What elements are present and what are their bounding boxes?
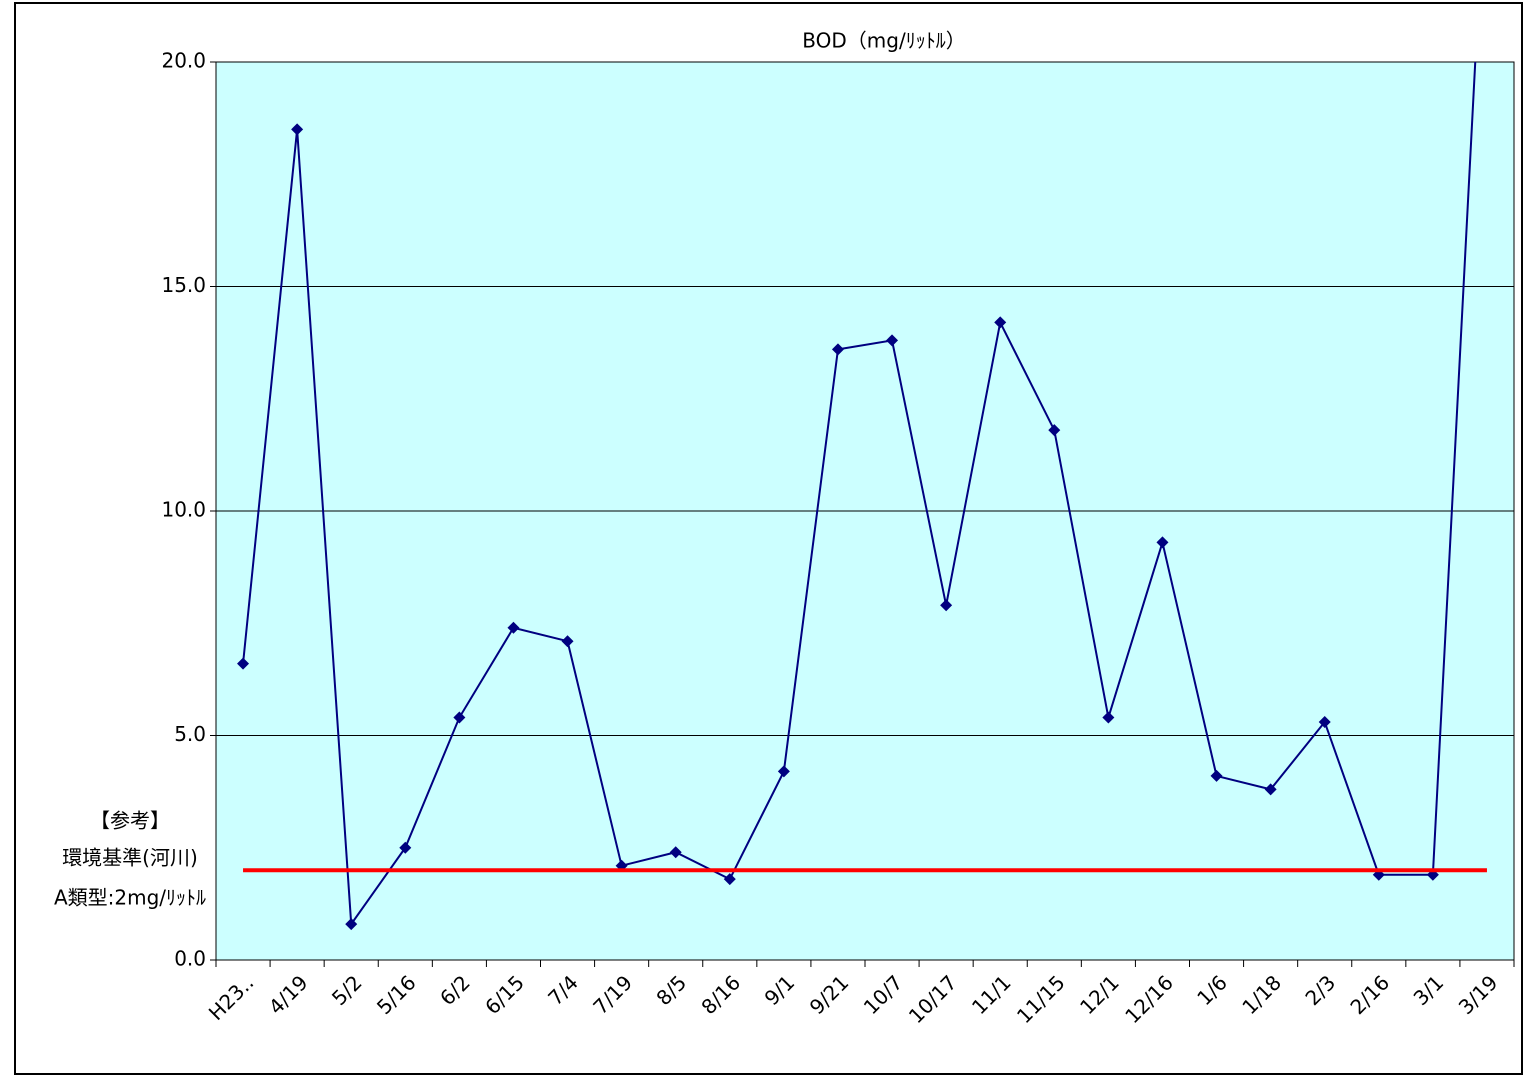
data-point (1264, 783, 1277, 796)
data-point (940, 599, 953, 612)
data-point (1048, 424, 1061, 437)
y-tick-label: 20.0 (161, 49, 206, 73)
y-tick-label: 10.0 (161, 498, 206, 522)
data-point (994, 316, 1007, 329)
y-tick-label: 15.0 (161, 273, 206, 297)
data-point (1318, 716, 1331, 729)
data-point (561, 635, 574, 648)
annotation: 【参考】 (90, 809, 170, 833)
data-point (669, 846, 682, 859)
data-point (237, 657, 250, 670)
chart-title: BOD（mg/ﾘｯﾄﾙ） (802, 29, 965, 53)
data-point (777, 765, 790, 778)
data-line (242, 62, 1477, 927)
plot-clip (237, 62, 1477, 931)
data-point (453, 711, 466, 724)
y-tick-label: 5.0 (174, 722, 206, 746)
data-point (345, 918, 358, 931)
data-point (831, 343, 844, 356)
data-point (1210, 769, 1223, 782)
data-point (1156, 536, 1169, 549)
annotation: A類型:2mg/ﾘｯﾄﾙ (54, 886, 206, 910)
y-tick-label: 0.0 (174, 947, 206, 971)
data-point (1102, 711, 1115, 724)
annotation: 環境基準(河川) (62, 846, 198, 870)
data-point (723, 873, 736, 886)
data-point (507, 621, 520, 634)
data-point (291, 123, 304, 136)
data-point (399, 841, 412, 854)
data-point (886, 334, 899, 347)
